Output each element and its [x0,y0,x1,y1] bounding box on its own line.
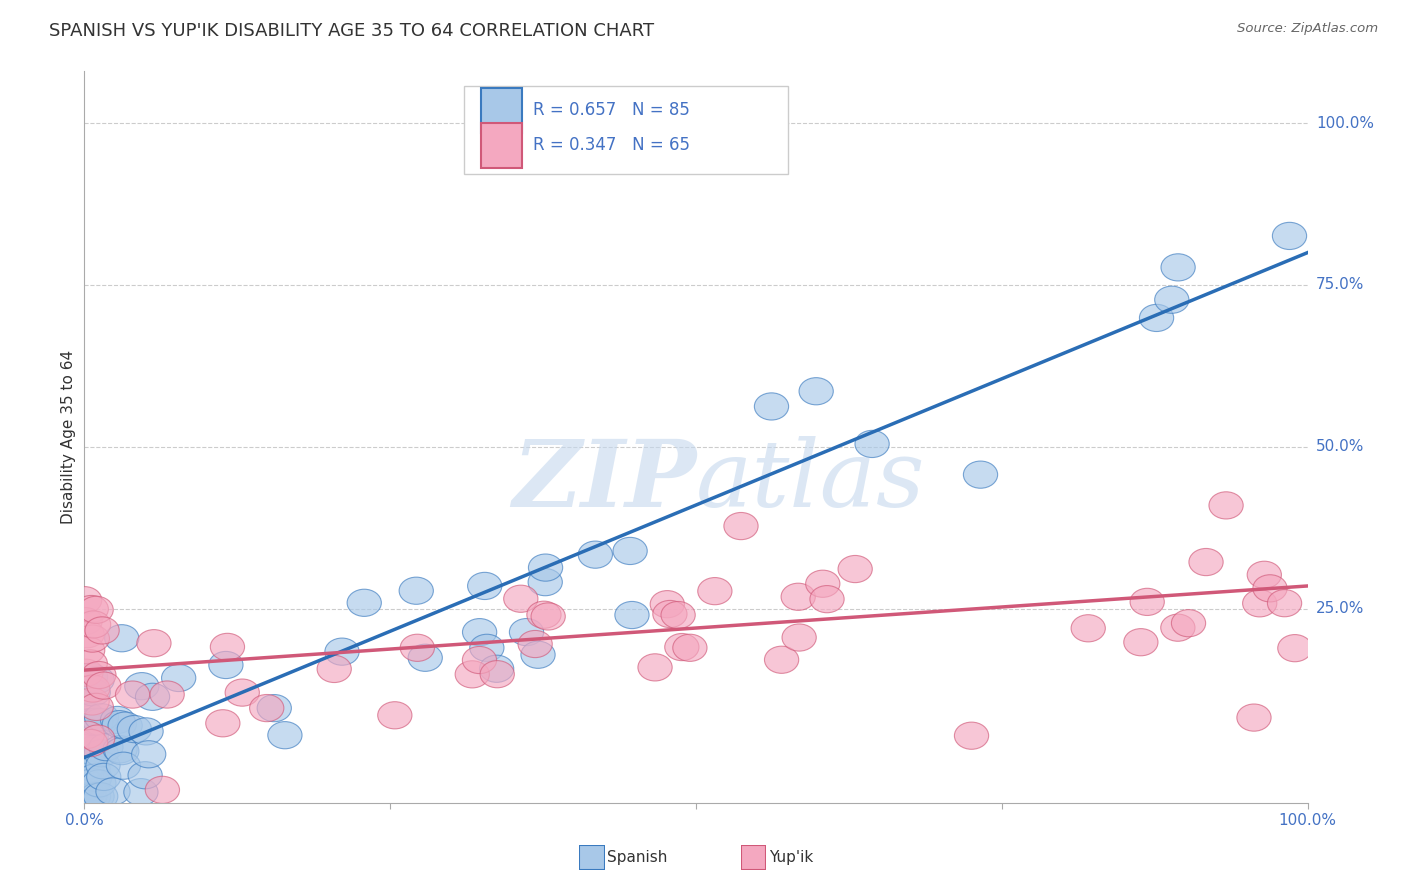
Text: SPANISH VS YUP'IK DISABILITY AGE 35 TO 64 CORRELATION CHART: SPANISH VS YUP'IK DISABILITY AGE 35 TO 6… [49,22,654,40]
FancyBboxPatch shape [481,123,522,168]
Text: Source: ZipAtlas.com: Source: ZipAtlas.com [1237,22,1378,36]
Text: 100.0%: 100.0% [1316,116,1374,130]
Text: 25.0%: 25.0% [1316,601,1364,616]
Text: Yup'ik: Yup'ik [769,850,813,864]
FancyBboxPatch shape [579,845,605,870]
FancyBboxPatch shape [481,88,522,133]
Text: R = 0.347   N = 65: R = 0.347 N = 65 [533,136,690,154]
FancyBboxPatch shape [741,845,766,870]
Y-axis label: Disability Age 35 to 64: Disability Age 35 to 64 [60,350,76,524]
Text: 75.0%: 75.0% [1316,277,1364,293]
FancyBboxPatch shape [464,86,787,174]
Text: 50.0%: 50.0% [1316,439,1364,454]
Text: Spanish: Spanish [607,850,668,864]
Text: ZIP: ZIP [512,436,696,526]
Text: atlas: atlas [696,436,925,526]
Text: R = 0.657   N = 85: R = 0.657 N = 85 [533,101,690,119]
